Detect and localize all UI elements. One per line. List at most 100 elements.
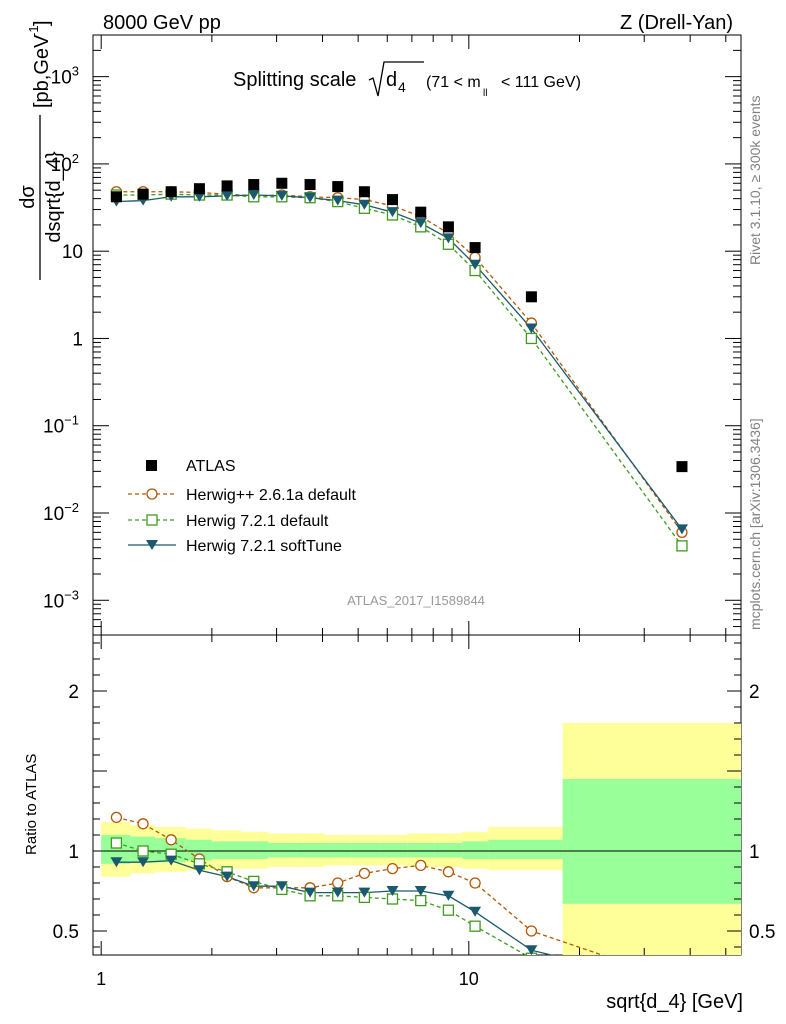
series-line-herwig721 xyxy=(116,842,528,955)
y-axis-label-main: dσ dsqrt{d_4} [pb,GeV -1 ] xyxy=(17,20,65,280)
data-point-herwig721 xyxy=(442,904,455,916)
y-label-units-exponent: -1 xyxy=(26,25,41,37)
x-axis-label: sqrt{d_4} [GeV] xyxy=(606,991,743,1013)
data-point-softtune xyxy=(358,887,371,898)
analysis-label: ATLAS_2017_I1589844 xyxy=(347,593,485,608)
data-point-atlas xyxy=(415,206,427,218)
data-point-herwigpp xyxy=(442,866,455,878)
legend-label-softtune: Herwig 7.2.1 softTune xyxy=(186,538,342,555)
series-line-softtune xyxy=(116,859,554,955)
header-energy-label: 8000 GeV pp xyxy=(103,12,221,34)
y-tick-label: 1 xyxy=(72,329,83,350)
data-point-softtune xyxy=(386,886,399,896)
data-point-softtune xyxy=(331,887,344,898)
data-point-herwigpp xyxy=(332,877,344,889)
legend-entry-softtune: Herwig 7.2.1 softTune xyxy=(128,538,342,555)
series-line-herwigpp xyxy=(116,191,683,533)
data-point-atlas xyxy=(221,180,233,192)
data-point-softtune xyxy=(304,192,317,203)
data-point-softtune xyxy=(221,190,234,201)
data-point-softtune xyxy=(193,191,206,202)
data-point-softtune xyxy=(469,906,482,917)
x-tick-label: 10 xyxy=(459,969,479,989)
ratio-axes: 1 10 0.5 0.5 1 1 2 2 xyxy=(53,635,775,989)
data-point-softtune xyxy=(414,218,427,229)
data-point-softtune xyxy=(275,881,288,892)
data-point-softtune xyxy=(386,207,399,218)
plot-title-range-sub: ll xyxy=(483,88,487,99)
data-point-atlas xyxy=(442,221,454,233)
data-point-atlas xyxy=(193,183,205,195)
ratio-uncertainty-bands xyxy=(101,723,741,955)
data-point-herwig721 xyxy=(525,332,538,345)
legend-entry-herwigpp: Herwig++ 2.6.1a default xyxy=(128,487,356,504)
mcplots-reference-label: mcplots.cern.ch [arXiv:1306.3436] xyxy=(747,418,763,630)
data-point-herwigpp xyxy=(415,859,427,872)
data-point-herwig721 xyxy=(110,837,123,849)
data-point-atlas xyxy=(304,179,316,191)
ratio-y-tick-label: 1 xyxy=(68,842,79,863)
band-inner-bin xyxy=(562,779,741,904)
data-point-softtune xyxy=(331,195,344,206)
x-tick-label: 1 xyxy=(96,969,106,989)
data-point-softtune xyxy=(193,865,206,876)
y-tick-label: 10−1 xyxy=(43,413,79,438)
data-point-softtune xyxy=(525,945,538,955)
data-point-herwig721 xyxy=(137,845,149,857)
series-line-herwig721 xyxy=(116,193,683,547)
data-point-atlas xyxy=(332,181,344,193)
ratio-y-tick-label-right: 1 xyxy=(749,842,760,863)
data-point-atlas xyxy=(276,177,288,189)
legend-marker-herwigpp xyxy=(146,488,158,500)
data-point-softtune xyxy=(110,857,123,868)
band-inner-bin xyxy=(240,841,269,859)
data-point-herwig721 xyxy=(469,920,481,932)
plot-title-symbol: d xyxy=(386,69,397,91)
legend-marker-softtune xyxy=(146,540,158,550)
band-inner-bin xyxy=(185,839,212,861)
y-axis-label-ratio: Ratio to ATLAS xyxy=(23,754,40,855)
main-axes: 10−3 10−2 10−1 1 10 102 103 xyxy=(43,34,741,636)
data-point-herwigpp xyxy=(165,834,177,846)
plot-title-subscript: 4 xyxy=(398,79,406,95)
data-point-softtune xyxy=(358,199,371,210)
data-point-herwig721 xyxy=(676,540,688,552)
sqrt-symbol-icon xyxy=(368,61,424,97)
data-point-softtune xyxy=(675,524,688,535)
data-point-atlas xyxy=(358,186,370,198)
data-point-softtune xyxy=(442,890,455,901)
band-inner-bin xyxy=(434,843,463,858)
band-inner-bin xyxy=(462,841,489,859)
data-point-herwigpp xyxy=(358,867,371,880)
band-inner-bin xyxy=(324,843,352,858)
data-point-softtune xyxy=(442,233,455,244)
band-inner-bin xyxy=(488,839,563,859)
data-point-softtune xyxy=(304,887,317,898)
data-point-softtune xyxy=(275,190,288,201)
data-point-atlas xyxy=(165,186,177,198)
data-point-herwigpp xyxy=(137,818,149,830)
data-point-herwigpp xyxy=(110,811,123,824)
plot-title-range-open: (71 < m xyxy=(426,74,481,91)
data-point-softtune xyxy=(247,881,260,892)
y-tick-label: 103 xyxy=(51,64,79,89)
band-inner-bin xyxy=(211,841,241,859)
ratio-y-tick-label-right: 2 xyxy=(749,682,760,703)
band-inner-bin xyxy=(351,843,380,858)
band-inner-bin xyxy=(296,843,325,858)
legend-label-herwigpp: Herwig++ 2.6.1a default xyxy=(186,487,356,504)
legend-label-atlas: ATLAS xyxy=(186,458,236,475)
plot-title: Splitting scale d 4 (71 < m ll < 111 GeV… xyxy=(233,61,581,99)
rivet-version-label: Rivet 3.1.10, ≥ 300k events xyxy=(747,95,763,265)
series-line-softtune xyxy=(116,194,683,530)
legend-marker-atlas xyxy=(146,460,157,471)
header-process-label: Z (Drell-Yan) xyxy=(620,12,733,34)
y-label-units-close: ] xyxy=(31,20,53,26)
legend-entry-atlas: ATLAS xyxy=(146,458,236,475)
ratio-y-tick-label: 2 xyxy=(68,682,79,703)
ratio-series xyxy=(110,811,605,955)
plot-title-prefix: Splitting scale xyxy=(233,69,356,91)
data-point-herwigpp xyxy=(469,877,481,889)
y-label-units: [pb,GeV xyxy=(31,34,53,108)
